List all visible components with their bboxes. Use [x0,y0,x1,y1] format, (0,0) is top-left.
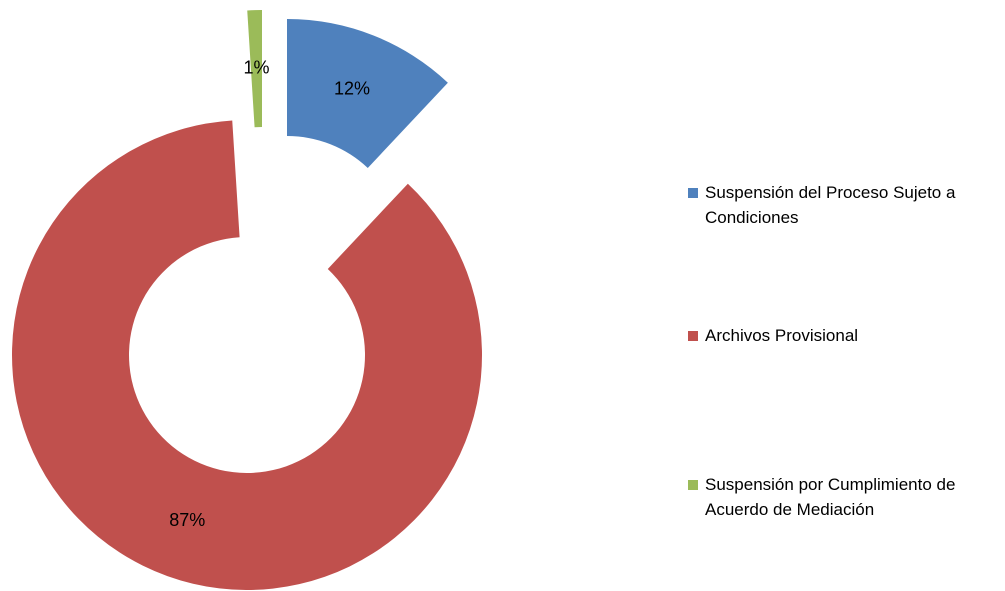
legend-item: Archivos Provisional [688,323,998,348]
data-label: 87% [169,510,205,530]
data-label: 12% [334,79,370,99]
plot-area: 12% 87% 1% [11,10,482,591]
doughnut-slice [11,120,482,591]
doughnut-slice [287,19,448,168]
legend-item: Suspensión por Cumplimiento de Acuerdo d… [688,472,998,522]
legend-swatch [688,188,698,198]
legend-label: Archivos Provisional [705,326,859,345]
legend-swatch [688,480,698,490]
legend-swatch [688,331,698,341]
legend-label: Suspensión del Proceso Sujeto a Condicio… [705,183,956,227]
data-label: 1% [243,57,269,77]
doughnut-slice [247,10,262,128]
legend-label: Suspensión por Cumplimiento de Acuerdo d… [705,475,956,519]
legend-item: Suspensión del Proceso Sujeto a Condicio… [688,180,998,230]
